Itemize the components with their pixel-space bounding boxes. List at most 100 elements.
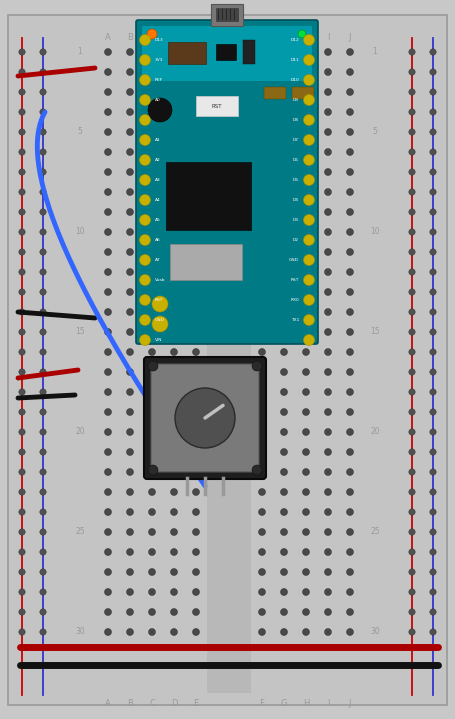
Circle shape	[298, 30, 306, 38]
Circle shape	[347, 369, 354, 375]
Circle shape	[258, 608, 266, 615]
Text: A0: A0	[155, 98, 161, 102]
Circle shape	[19, 589, 25, 595]
Circle shape	[140, 55, 151, 65]
Text: A: A	[105, 34, 111, 42]
Text: C: C	[149, 700, 155, 708]
Text: VIN: VIN	[155, 338, 162, 342]
Circle shape	[105, 408, 111, 416]
Circle shape	[303, 308, 309, 316]
Circle shape	[126, 349, 133, 355]
Circle shape	[430, 509, 436, 516]
Circle shape	[105, 68, 111, 75]
Circle shape	[19, 549, 25, 555]
Circle shape	[303, 295, 314, 306]
Circle shape	[430, 129, 436, 135]
Circle shape	[280, 88, 288, 96]
Circle shape	[19, 249, 25, 255]
Circle shape	[324, 268, 332, 275]
Text: F: F	[259, 34, 264, 42]
Text: 30: 30	[75, 628, 85, 636]
Circle shape	[409, 229, 415, 235]
Circle shape	[303, 134, 314, 145]
Circle shape	[192, 549, 199, 556]
Circle shape	[192, 628, 199, 636]
Circle shape	[126, 369, 133, 375]
Circle shape	[105, 209, 111, 216]
Circle shape	[324, 388, 332, 395]
Text: D5: D5	[293, 178, 299, 182]
Circle shape	[19, 69, 25, 75]
Text: H: H	[303, 700, 309, 708]
Circle shape	[105, 88, 111, 96]
Text: J: J	[349, 34, 351, 42]
Text: D9: D9	[293, 98, 299, 102]
Circle shape	[430, 629, 436, 635]
Circle shape	[171, 188, 177, 196]
Circle shape	[347, 528, 354, 536]
Circle shape	[40, 69, 46, 75]
Circle shape	[126, 168, 133, 175]
Circle shape	[303, 88, 309, 96]
Circle shape	[303, 114, 314, 126]
Text: RST: RST	[155, 298, 163, 302]
Circle shape	[40, 169, 46, 175]
Circle shape	[126, 449, 133, 456]
Text: 20: 20	[370, 428, 380, 436]
Circle shape	[324, 528, 332, 536]
Circle shape	[409, 49, 415, 55]
Circle shape	[126, 508, 133, 516]
Circle shape	[192, 109, 199, 116]
Circle shape	[171, 268, 177, 275]
Circle shape	[258, 249, 266, 255]
Circle shape	[105, 528, 111, 536]
Circle shape	[430, 308, 436, 315]
Circle shape	[347, 449, 354, 456]
Circle shape	[171, 249, 177, 255]
Circle shape	[324, 469, 332, 475]
Circle shape	[171, 469, 177, 475]
Text: A6: A6	[155, 238, 161, 242]
Circle shape	[347, 408, 354, 416]
Circle shape	[430, 109, 436, 115]
Circle shape	[105, 329, 111, 336]
Circle shape	[140, 334, 151, 346]
Circle shape	[252, 361, 262, 371]
Text: GND: GND	[289, 258, 299, 262]
Circle shape	[280, 588, 288, 595]
Circle shape	[105, 549, 111, 556]
Circle shape	[192, 149, 199, 155]
Circle shape	[148, 109, 156, 116]
Circle shape	[303, 288, 309, 296]
Circle shape	[303, 155, 314, 165]
Circle shape	[324, 149, 332, 155]
Circle shape	[303, 275, 314, 285]
Circle shape	[19, 89, 25, 95]
Circle shape	[347, 549, 354, 556]
Circle shape	[192, 288, 199, 296]
Circle shape	[347, 588, 354, 595]
Circle shape	[347, 288, 354, 296]
Circle shape	[148, 329, 156, 336]
Circle shape	[148, 361, 158, 371]
Circle shape	[105, 469, 111, 475]
Circle shape	[171, 549, 177, 556]
Circle shape	[258, 369, 266, 375]
Text: F: F	[259, 700, 264, 708]
Circle shape	[347, 88, 354, 96]
Circle shape	[324, 608, 332, 615]
Circle shape	[171, 229, 177, 236]
Circle shape	[19, 629, 25, 635]
Bar	[211, 4, 243, 26]
Circle shape	[105, 488, 111, 495]
Bar	[264, 87, 286, 99]
Circle shape	[280, 549, 288, 556]
Circle shape	[430, 569, 436, 575]
Circle shape	[19, 509, 25, 516]
Circle shape	[192, 508, 199, 516]
Circle shape	[303, 408, 309, 416]
Circle shape	[324, 429, 332, 436]
Circle shape	[409, 629, 415, 635]
Circle shape	[171, 569, 177, 575]
Text: 25: 25	[75, 528, 85, 536]
